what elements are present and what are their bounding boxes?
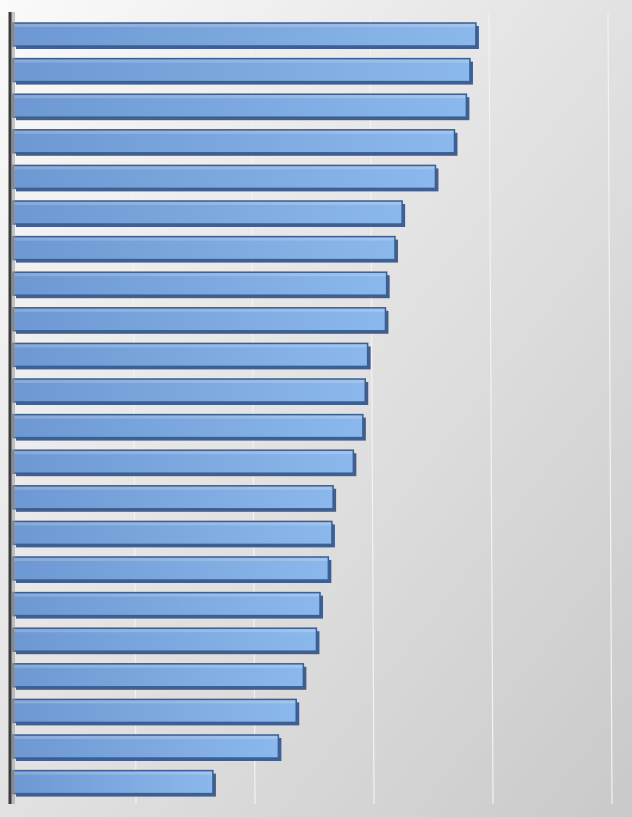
gridline	[607, 13, 613, 805]
bar	[12, 627, 320, 655]
bar	[12, 342, 371, 370]
bar	[12, 449, 357, 477]
bar	[12, 200, 406, 227]
bar	[12, 93, 470, 121]
bar	[12, 591, 324, 619]
bar	[12, 378, 369, 405]
bar	[12, 485, 337, 512]
bar	[12, 271, 390, 299]
bar	[12, 57, 473, 85]
gridline	[488, 13, 494, 805]
bar	[12, 129, 458, 156]
bar	[12, 769, 216, 797]
y-axis	[8, 12, 15, 804]
bars	[12, 22, 479, 797]
bar	[12, 235, 398, 263]
bar	[12, 698, 300, 726]
bar	[12, 413, 366, 441]
bar	[12, 520, 335, 548]
bar	[12, 307, 389, 334]
bar	[12, 164, 439, 192]
bar	[12, 734, 282, 761]
bar	[12, 556, 332, 583]
bar	[12, 22, 479, 49]
bar	[12, 663, 307, 690]
